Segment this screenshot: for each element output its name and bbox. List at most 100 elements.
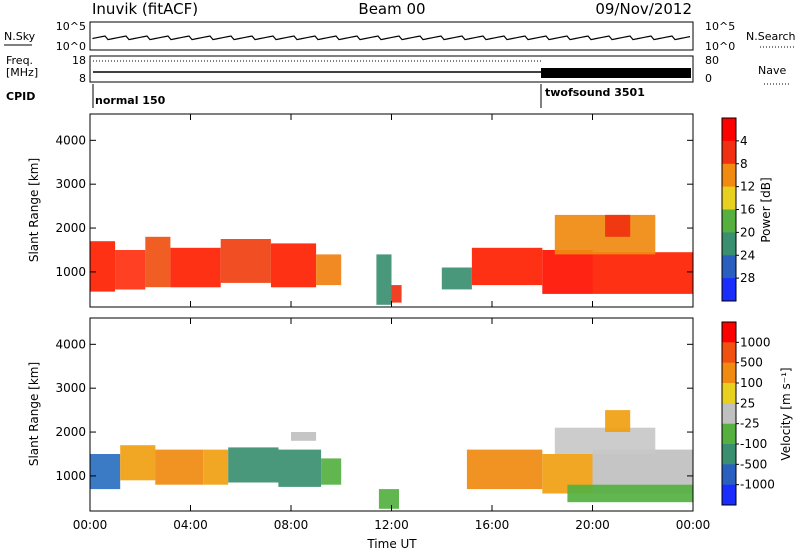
- velocity-cells: [90, 410, 693, 509]
- velocity-panel-colorbar-frame: [721, 321, 737, 506]
- freq-label-2: [MHz]: [6, 66, 38, 79]
- velocity-panel-colorbar-swatch-7: [722, 464, 736, 486]
- velocity-panel-xtick-label-2: 08:00: [274, 518, 309, 532]
- velocity-panel-cell-8: [378, 489, 399, 509]
- velocity-panel-colorbar-swatch-0: [722, 322, 736, 343]
- velocity-panel-ytick-label-0: 1000: [55, 469, 86, 483]
- freq-tick-top: 18: [72, 54, 86, 67]
- power-y-axis-label: Slant Range [km]: [27, 158, 41, 262]
- power-panel-cell-0: [90, 241, 116, 292]
- freq-frame: [89, 55, 694, 83]
- power-panel-cell-12: [592, 252, 693, 294]
- velocity-panel-xtick-label-1: 04:00: [173, 518, 208, 532]
- power-colorbar-label: Power [dB]: [759, 177, 773, 242]
- beam-title: Beam 00: [358, 0, 425, 18]
- nsky-trace: [92, 35, 691, 41]
- nsky-label: N.Sky: [4, 30, 36, 43]
- velocity-panel-xtick-label-3: 12:00: [374, 518, 409, 532]
- power-panel-colorbar-swatch-5: [722, 232, 736, 256]
- cpid-mode-normal: normal 150: [95, 94, 166, 107]
- velocity-panel-cell-6: [321, 458, 342, 485]
- velocity-panel-colorbar-tick-label-5: 100: [740, 376, 763, 390]
- nave-trace-twofsound: [541, 68, 691, 78]
- x-axis-label: Time UT: [366, 537, 417, 551]
- station-title: Inuvik (fitACF): [92, 0, 198, 18]
- power-panel-colorbar-tick-label-4: 12: [740, 180, 755, 194]
- velocity-panel-colorbar-swatch-8: [722, 484, 736, 506]
- power-panel: 1000 2000 3000 4000 Slant Range [km] 28 24 20…: [27, 113, 773, 308]
- power-panel-cell-5: [270, 243, 317, 288]
- velocity-panel-cell-14: [567, 484, 693, 503]
- velocity-panel-colorbar-tick-label-0: -1000: [740, 478, 775, 492]
- velocity-panel-colorbar-swatch-5: [722, 423, 736, 445]
- power-panel-colorbar-tick-label-6: 4: [740, 134, 748, 148]
- power-panel-colorbar-swatch-7: [722, 278, 736, 302]
- nsky-tick-top: 10^5: [56, 20, 86, 33]
- velocity-panel-cell-0: [90, 454, 121, 490]
- power-panel-cell-13: [554, 214, 656, 255]
- velocity-panel-cell-5: [278, 449, 322, 487]
- velocity-panel-cell-4: [228, 447, 279, 483]
- velocity-panel-ytick-label-3: 4000: [55, 337, 86, 351]
- velocity-y-ticks: 1000 2000 3000 4000: [55, 337, 693, 483]
- power-x-ticks: [89, 114, 694, 307]
- velocity-colorbar: -1000 -500 -100 -25 25 100 500 1000: [721, 321, 775, 506]
- nave-label: Nave: [758, 64, 786, 77]
- velocity-y-axis-label: Slant Range [km]: [27, 362, 41, 466]
- power-panel-colorbar-tick-label-2: 20: [740, 225, 755, 239]
- power-panel-ytick-label-0: 1000: [55, 265, 86, 279]
- velocity-panel-colorbar-tick-label-6: 500: [740, 356, 763, 370]
- velocity-x-ticks: 00:00 04:00 08:00 12:00 16:00 20:00 00:00: [73, 318, 710, 532]
- velocity-colorbar-label: Velocity [m s⁻¹]: [779, 367, 793, 460]
- velocity-panel-colorbar-swatch-4: [722, 403, 736, 425]
- power-panel-colorbar-swatch-4: [722, 209, 736, 233]
- velocity-panel-colorbar-tick-label-3: -25: [740, 417, 760, 431]
- nsearch-label: N.Search: [746, 30, 796, 43]
- power-panel-colorbar-swatch-2: [722, 163, 736, 188]
- power-panel-colorbar-tick-label-5: 8: [740, 157, 748, 171]
- nsearch-tick-top: 10^5: [705, 20, 735, 33]
- nsearch-tick-bottom: 10^0: [705, 40, 735, 53]
- velocity-panel-colorbar-tick-label-2: -100: [740, 437, 767, 451]
- velocity-panel-xtick-label-4: 16:00: [475, 518, 510, 532]
- power-panel-colorbar-swatch-3: [722, 186, 736, 210]
- power-panel-cell-9: [441, 267, 472, 290]
- nsky-frame: [89, 21, 694, 51]
- velocity-panel-colorbar-swatch-2: [722, 362, 736, 384]
- power-panel-cell-2: [145, 236, 171, 288]
- power-cells: [90, 214, 693, 305]
- velocity-panel-xtick-label-5: 20:00: [575, 518, 610, 532]
- power-panel-ytick-label-2: 3000: [55, 177, 86, 191]
- power-panel-colorbar-tick-label-1: 24: [740, 248, 755, 262]
- velocity-panel-colorbar-swatch-1: [722, 342, 736, 364]
- power-panel-colorbar-swatch-1: [722, 140, 736, 165]
- power-panel-cell-10: [471, 247, 543, 286]
- power-panel-ytick-label-1: 2000: [55, 221, 86, 235]
- power-panel-cell-6: [316, 254, 342, 286]
- power-panel-cell-3: [170, 247, 221, 288]
- power-panel-colorbar-swatch-6: [722, 255, 736, 279]
- power-panel-cell-14: [605, 214, 631, 237]
- velocity-panel-cell-12: [554, 427, 656, 454]
- velocity-panel-ytick-label-1: 2000: [55, 425, 86, 439]
- freq-label-1: Freq.: [6, 54, 33, 67]
- power-panel-colorbar-tick-label-0: 28: [740, 271, 755, 285]
- power-panel-cell-4: [220, 239, 271, 283]
- power-panel-ytick-label-3: 4000: [55, 133, 86, 147]
- velocity-panel-colorbar-tick-label-1: -500: [740, 457, 767, 471]
- freq-panel: Freq. [MHz] 18 8 80 0 Nave: [6, 54, 790, 85]
- nsky-tick-bottom: 10^0: [56, 40, 86, 53]
- power-panel-cell-7: [376, 254, 392, 305]
- cpid-mode-twofsound: twofsound 3501: [545, 86, 645, 99]
- date-title: 09/Nov/2012: [595, 0, 692, 18]
- nave-tick-bottom: 0: [705, 72, 712, 85]
- velocity-panel-cell-3: [203, 449, 229, 485]
- power-panel-colorbar-swatch-0: [722, 118, 736, 142]
- cpid-label: CPID: [6, 90, 35, 103]
- nave-tick-top: 80: [705, 54, 719, 67]
- cpid-row: CPID normal 150 twofsound 3501: [6, 84, 645, 108]
- velocity-panel-cell-13: [605, 410, 631, 432]
- velocity-panel-cell-2: [155, 449, 203, 485]
- freq-tick-bottom: 8: [79, 72, 86, 85]
